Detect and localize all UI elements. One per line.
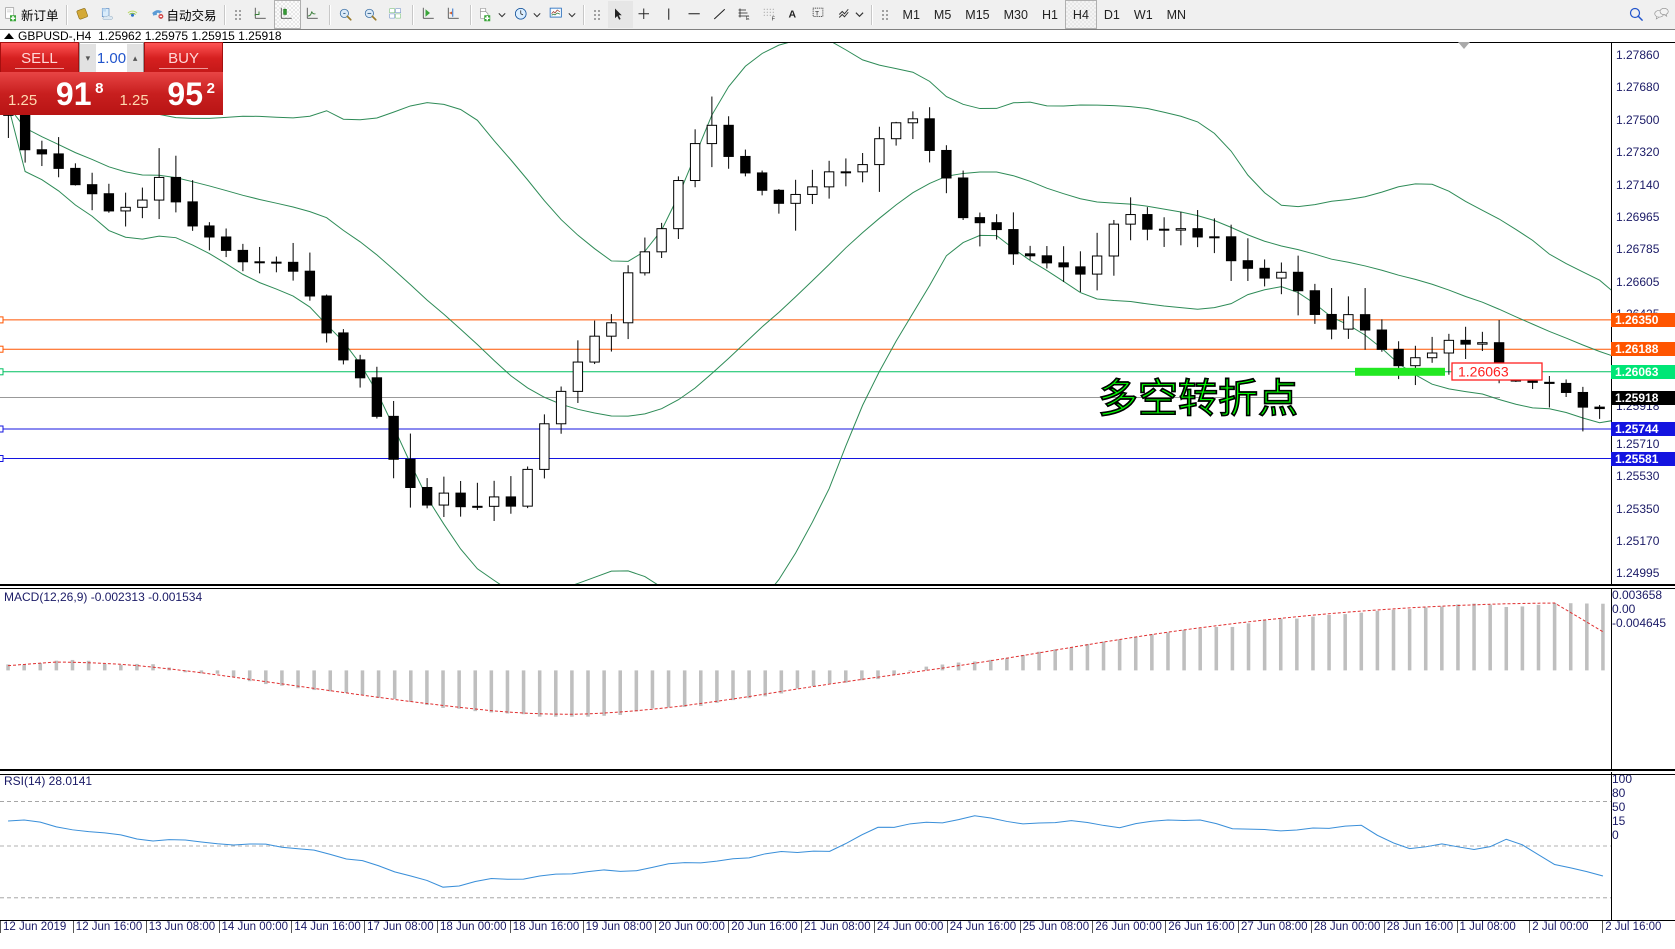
svg-text:E: E — [746, 16, 750, 22]
svg-text:多空转折点: 多空转折点 — [1098, 377, 1298, 421]
svg-text:F: F — [771, 17, 774, 23]
svg-text:A: A — [788, 9, 796, 21]
svg-text:1.26063: 1.26063 — [1458, 364, 1509, 380]
svg-text:T: T — [815, 10, 819, 17]
